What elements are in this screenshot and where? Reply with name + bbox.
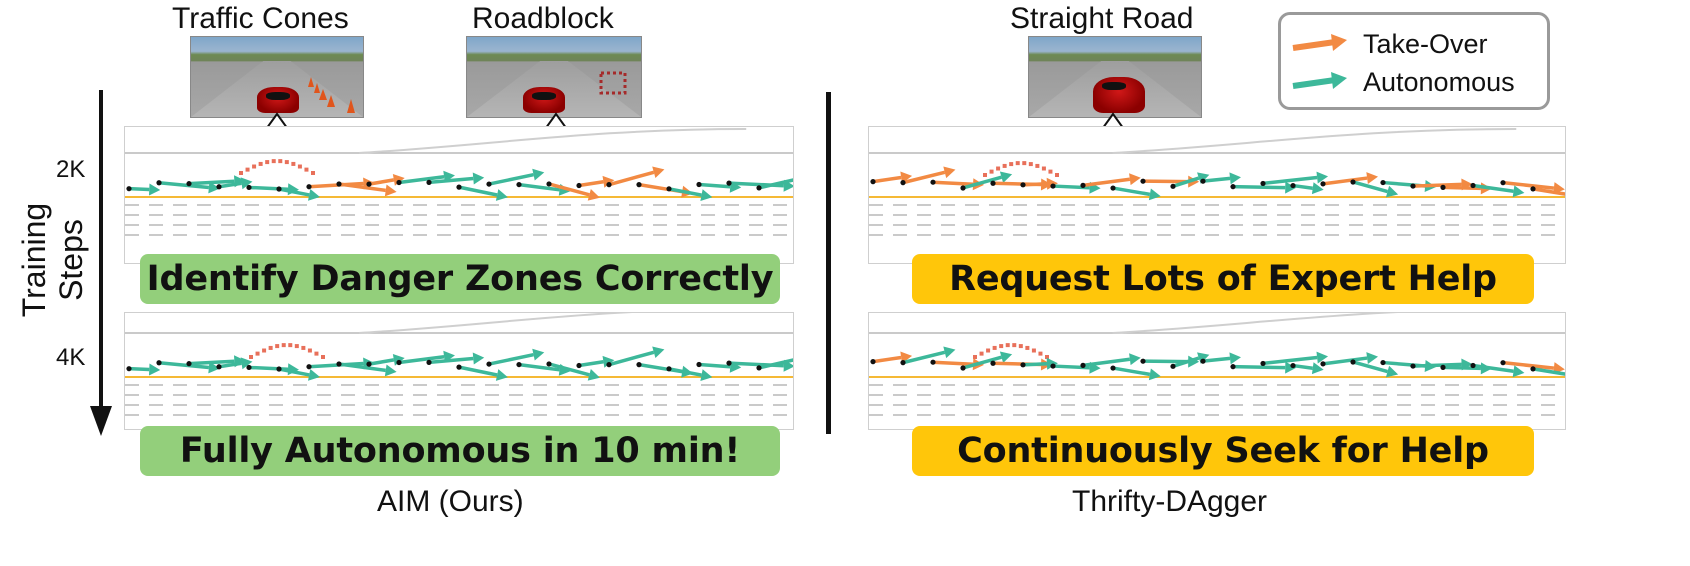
autonomous-arrow-icon <box>1292 71 1347 89</box>
take-over-arrow-icon <box>1292 33 1347 51</box>
roadblock-label: Roadblock <box>472 2 614 35</box>
legend-box: Take-Over Autonomous <box>1278 12 1550 110</box>
thrifty-caption: Thrifty-DAgger <box>1072 485 1268 518</box>
autonomous-arrow <box>1470 182 1525 198</box>
autonomous-arrow <box>1350 179 1399 198</box>
autonomous-arrow <box>366 353 405 367</box>
autonomous-arrow <box>1350 359 1399 378</box>
autonomous-arrow <box>216 357 253 370</box>
step-2k-label: 2K <box>56 156 86 183</box>
autonomous-arrow <box>126 363 161 376</box>
cone-zone-markers <box>239 159 315 175</box>
aim-2k-trajectory-plot <box>124 126 810 264</box>
autonomous-arrow <box>1110 185 1161 201</box>
aim-top-banner: Identify Danger Zones Correctly <box>140 254 780 304</box>
autonomous-arrow <box>276 366 320 381</box>
autonomous-arrow <box>336 361 397 377</box>
cone-zone-markers <box>973 343 1049 359</box>
autonomous-arrow <box>1110 365 1161 381</box>
take-over-arrow <box>1320 172 1379 187</box>
autonomous-arrow <box>1140 355 1200 368</box>
thrifty-2k-trajectory-plot <box>868 126 1591 264</box>
autonomous-arrow <box>1290 182 1324 195</box>
straight-road-scene <box>1028 36 1202 118</box>
autonomous-arrow <box>1080 353 1141 368</box>
autonomous-arrow <box>486 348 545 367</box>
ramp-line <box>1112 128 1517 154</box>
autonomous-arrow <box>1230 361 1297 374</box>
autonomous-arrow <box>156 360 220 374</box>
autonomous-arrow <box>960 351 1013 371</box>
training-steps-label: Training Steps <box>16 202 89 318</box>
autonomous-arrow <box>1230 181 1297 194</box>
autonomous-arrow <box>1260 171 1329 187</box>
take-over-arrow <box>366 173 405 187</box>
traffic-cones-scene <box>190 36 364 118</box>
cone-zone-markers <box>249 343 325 359</box>
take-over-arrow <box>546 181 600 201</box>
aim-caption: AIM (Ours) <box>377 485 524 518</box>
autonomous-arrow <box>426 352 485 365</box>
step-4k-label: 4K <box>56 344 86 371</box>
autonomous-arrow <box>900 346 956 366</box>
autonomous-arrow <box>456 364 508 381</box>
autonomous-arrow <box>276 186 320 201</box>
roadblock-icon <box>599 71 627 95</box>
roadblock-scene <box>466 36 642 118</box>
thrifty-bottom-banner: Continuously Seek for Help <box>912 426 1534 476</box>
autonomous-arrow <box>126 183 161 196</box>
autonomous-arrow <box>246 363 299 376</box>
take-over-arrow <box>636 182 694 198</box>
take-over-arrow <box>1080 173 1141 188</box>
take-over-arrow <box>606 166 665 188</box>
autonomous-arrow <box>1200 172 1241 185</box>
legend-autonomous: Autonomous <box>1291 67 1515 98</box>
autonomous-arrow <box>960 171 1013 191</box>
autonomous-arrow <box>1170 352 1210 369</box>
autonomous-arrow <box>666 366 713 382</box>
autonomous-arrow <box>606 346 665 368</box>
ramp-line <box>1112 308 1517 334</box>
autonomous-arrow <box>1290 362 1324 375</box>
take-over-arrow <box>1140 175 1200 188</box>
autonomous-arrow <box>576 355 615 369</box>
autonomous-arrow <box>396 170 455 186</box>
take-over-arrow <box>576 175 615 189</box>
take-over-arrow <box>336 181 397 197</box>
take-over-arrow <box>900 166 956 186</box>
autonomous-arrow <box>486 168 545 187</box>
ramp-line <box>358 308 747 334</box>
thrifty-top-banner: Request Lots of Expert Help <box>912 254 1534 304</box>
training-steps-arrow-icon <box>90 90 112 436</box>
autonomous-arrow <box>1320 352 1379 367</box>
aim-4k-trajectory-plot <box>124 308 810 430</box>
autonomous-arrow <box>456 184 508 201</box>
autonomous-arrow <box>396 350 455 366</box>
autonomous-arrow <box>156 180 220 194</box>
cone-icons <box>308 77 355 113</box>
autonomous-arrow <box>1260 351 1329 367</box>
ramp-line <box>358 128 747 154</box>
autonomous-arrow <box>546 361 600 381</box>
cone-zone-markers <box>983 161 1059 177</box>
autonomous-arrow <box>1170 172 1210 189</box>
autonomous-arrow <box>216 177 253 190</box>
autonomous-arrow <box>1200 352 1241 365</box>
autonomous-arrow <box>1470 362 1525 378</box>
legend-take-over-label: Take-Over <box>1363 29 1488 59</box>
autonomous-arrow <box>666 186 713 202</box>
autonomous-arrow <box>426 172 485 185</box>
autonomous-arrow <box>246 183 299 196</box>
aim-bottom-banner: Fully Autonomous in 10 min! <box>140 426 780 476</box>
legend-autonomous-label: Autonomous <box>1363 67 1515 97</box>
legend-take-over: Take-Over <box>1291 29 1488 60</box>
section-divider <box>826 92 831 434</box>
autonomous-arrow <box>636 362 694 378</box>
straight-road-label: Straight Road <box>1010 2 1194 35</box>
thrifty-4k-trajectory-plot <box>868 308 1591 430</box>
traffic-cones-label: Traffic Cones <box>172 2 349 35</box>
